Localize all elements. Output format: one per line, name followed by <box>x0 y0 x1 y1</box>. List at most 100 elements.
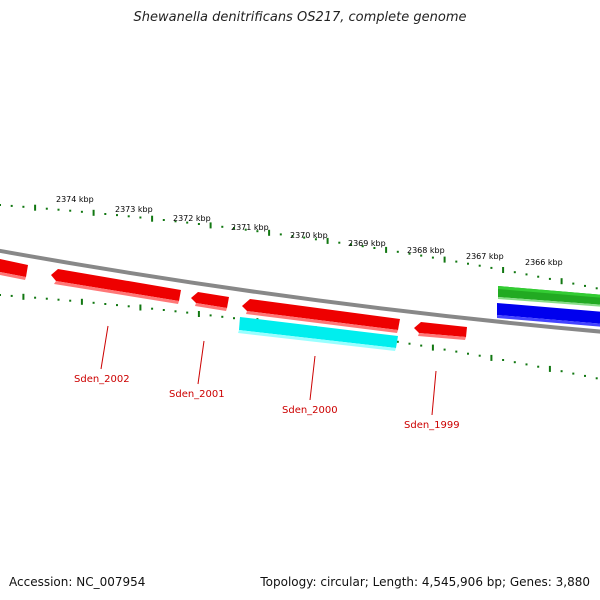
minor-tick <box>57 298 60 301</box>
gene-green[interactable] <box>498 286 600 307</box>
minor-tick <box>233 317 235 320</box>
gene-label-sden-2000: Sden_2000 <box>282 405 338 416</box>
outer-scale-ticks <box>0 204 598 290</box>
minor-tick <box>467 262 469 265</box>
minor-tick <box>572 372 575 375</box>
gene-sden-2001[interactable] <box>191 292 229 311</box>
minor-tick <box>478 264 481 267</box>
gene-sden-2000-red[interactable] <box>242 299 400 333</box>
minor-tick <box>116 214 118 217</box>
minor-tick <box>537 365 540 368</box>
gene-label-sden-1999: Sden_1999 <box>404 420 460 431</box>
minor-tick <box>186 311 189 314</box>
minor-tick <box>420 254 423 257</box>
minor-tick <box>10 204 13 207</box>
major-tick <box>443 256 446 263</box>
scale-label-2373: 2373 kbp <box>115 205 153 214</box>
minor-tick <box>0 204 1 206</box>
minor-tick <box>209 314 212 317</box>
minor-tick <box>80 210 83 213</box>
gene-blue[interactable] <box>497 303 600 327</box>
minor-tick <box>572 282 575 285</box>
minor-tick <box>431 256 434 259</box>
major-tick <box>92 209 95 216</box>
scale-label-2369: 2369 kbp <box>348 239 386 248</box>
minor-tick <box>396 340 399 343</box>
minor-tick <box>10 294 13 297</box>
minor-tick <box>116 304 118 307</box>
minor-tick <box>584 284 586 287</box>
minor-tick <box>537 275 540 278</box>
minor-tick <box>69 299 72 302</box>
minor-tick <box>45 297 48 300</box>
minor-tick <box>548 277 551 280</box>
accession-text: Accession: NC_007954 <box>9 575 146 589</box>
scale-label-2366: 2366 kbp <box>525 258 563 267</box>
minor-tick <box>560 370 563 373</box>
minor-tick <box>408 252 411 255</box>
minor-tick <box>197 223 200 225</box>
gene-labels: Sden_2002 Sden_2001 Sden_2000 Sden_1999 <box>74 374 460 431</box>
minor-tick <box>502 359 505 361</box>
major-tick <box>197 311 200 317</box>
minor-tick <box>221 225 224 228</box>
minor-tick <box>92 301 95 304</box>
gene-label-sden-2001: Sden_2001 <box>169 389 225 400</box>
minor-tick <box>595 377 598 380</box>
topology-summary: Topology: circular; Length: 4,545,906 bp… <box>260 575 590 589</box>
minor-tick <box>455 350 458 353</box>
scale-label-2370: 2370 kbp <box>290 231 328 240</box>
gene-sden-2002[interactable] <box>51 269 181 304</box>
gene-sden-1999[interactable] <box>414 322 467 340</box>
minor-tick <box>396 250 399 253</box>
minor-tick <box>279 233 282 236</box>
scale-label-2372: 2372 kbp <box>173 214 211 223</box>
major-tick <box>80 298 83 305</box>
minor-tick <box>34 296 37 299</box>
major-tick <box>490 354 493 361</box>
major-tick <box>209 222 212 229</box>
gene-red-leftedge[interactable] <box>0 258 28 280</box>
minor-tick <box>314 238 317 241</box>
minor-tick <box>69 209 72 212</box>
gene-sden-2000-cyan[interactable] <box>238 317 398 351</box>
minor-tick <box>478 354 481 357</box>
scale-label-2367: 2367 kbp <box>466 252 504 261</box>
scale-label-2374: 2374 kbp <box>56 195 94 204</box>
minor-tick <box>162 309 165 311</box>
minor-tick <box>174 220 177 223</box>
minor-tick <box>104 213 107 215</box>
minor-tick <box>303 236 306 239</box>
minor-tick <box>174 310 177 313</box>
minor-tick <box>22 205 25 208</box>
minor-tick <box>221 315 224 318</box>
major-tick <box>385 246 388 253</box>
minor-tick <box>525 363 528 366</box>
minor-tick <box>350 243 352 246</box>
minor-tick <box>127 215 130 218</box>
minor-tick <box>127 305 130 308</box>
minor-tick <box>490 266 493 269</box>
minor-tick <box>186 221 189 224</box>
minor-tick <box>57 208 60 211</box>
minor-tick <box>373 247 376 249</box>
minor-tick <box>595 287 598 290</box>
minor-tick <box>361 245 364 248</box>
gene-label-sden-2002: Sden_2002 <box>74 374 130 385</box>
major-tick <box>560 278 563 285</box>
minor-tick <box>162 219 165 221</box>
minor-tick <box>45 207 48 210</box>
minor-tick <box>525 273 528 276</box>
minor-tick <box>151 307 154 310</box>
major-tick <box>139 304 142 311</box>
scale-label-2371: 2371 kbp <box>231 223 269 232</box>
minor-tick <box>244 228 247 231</box>
major-tick <box>431 344 434 351</box>
minor-tick <box>139 216 142 219</box>
major-tick <box>502 267 505 273</box>
minor-tick <box>513 271 516 274</box>
major-tick <box>151 215 154 222</box>
minor-tick <box>443 348 446 351</box>
major-tick <box>548 365 551 372</box>
scale-labels: 2374 kbp 2373 kbp 2372 kbp 2371 kbp 2370… <box>56 195 563 267</box>
